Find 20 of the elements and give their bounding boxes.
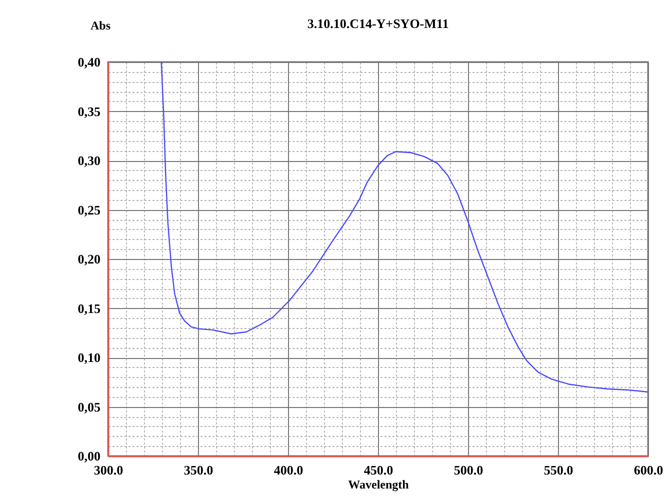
chart-title: 3.10.10.C14-Y+SYO-M11 [307,16,449,31]
y-tick-label: 0,15 [78,300,101,316]
y-tick-label: 0,35 [78,104,101,119]
x-tick-label: 600.0 [634,462,664,478]
x-tick-label: 500.0 [454,462,484,478]
y-tick-label: 0,05 [78,399,101,414]
x-tick-label: 550.0 [544,462,574,478]
line-series [160,62,648,393]
y-tick-label: 0,40 [78,54,100,70]
y-tick-label: 0,25 [78,202,101,218]
y-tick-label: 0,10 [78,350,100,365]
y-tick-label: 0,20 [78,252,100,266]
x-tick-label: 400.0 [274,462,304,478]
x-tick-label: 300.0 [94,462,124,478]
y-tick-label: 0,30 [78,153,100,168]
x-axis-title: Wavelength [348,478,410,492]
y-axis-title: Abs [90,18,111,32]
y-tick-label: 0,00 [78,448,100,464]
x-tick-label: 450.0 [364,462,394,478]
x-tick-label: 350.0 [184,462,214,478]
